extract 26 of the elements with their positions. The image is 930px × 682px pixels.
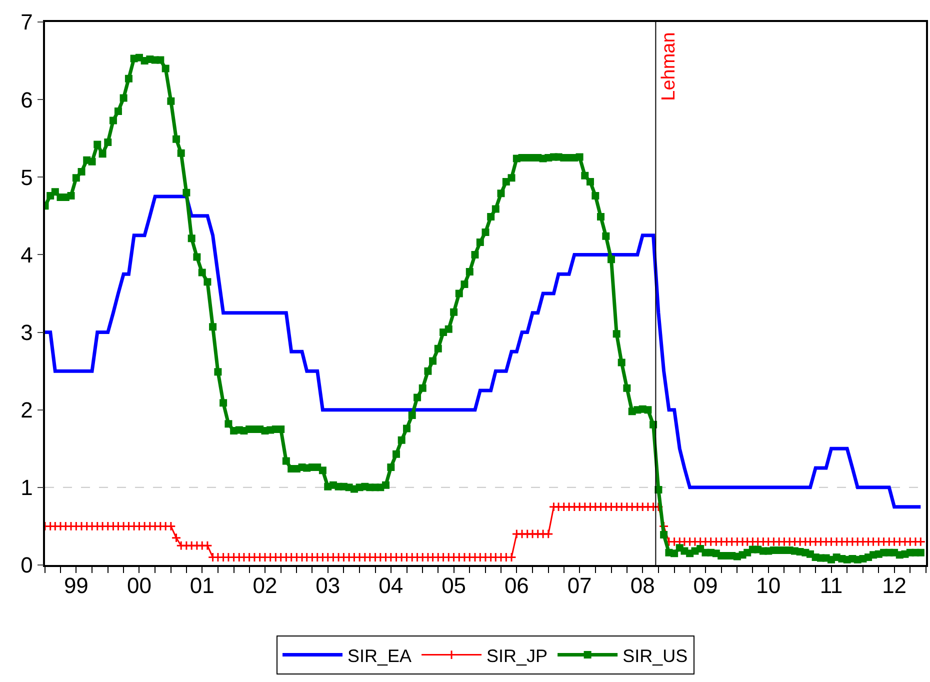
x-tick-label: 12: [882, 573, 907, 598]
x-tick-label: 11: [820, 573, 843, 598]
y-tick-label: 4: [20, 242, 33, 268]
legend-label: SIR_EA: [348, 646, 412, 666]
y-tick-label: 2: [20, 398, 33, 423]
x-tick-label: 05: [442, 573, 466, 598]
x-tick-label: 06: [504, 573, 529, 598]
legend-label: SIR_JP: [486, 646, 548, 666]
legend-label: SIR_US: [622, 646, 688, 666]
x-tick-label: 10: [756, 573, 781, 598]
y-tick-label: 5: [20, 164, 33, 190]
x-tick-label: 03: [316, 573, 340, 598]
x-tick-label: 01: [190, 573, 214, 598]
x-tick-label: 09: [693, 573, 718, 598]
y-tick-label: 0: [20, 552, 33, 578]
y-tick-label: 1: [20, 475, 33, 500]
ref-line-label: Lehman: [658, 32, 680, 101]
x-tick-label: 08: [630, 573, 655, 598]
x-tick-label: 99: [64, 573, 88, 598]
x-tick-label: 02: [252, 573, 278, 598]
y-tick-label: 3: [20, 320, 33, 345]
y-tick-label: 6: [20, 87, 33, 112]
x-tick-label: 04: [378, 573, 404, 598]
y-tick-label: 7: [20, 10, 33, 35]
x-tick-label: 07: [567, 573, 592, 598]
x-tick-label: 00: [126, 573, 152, 598]
